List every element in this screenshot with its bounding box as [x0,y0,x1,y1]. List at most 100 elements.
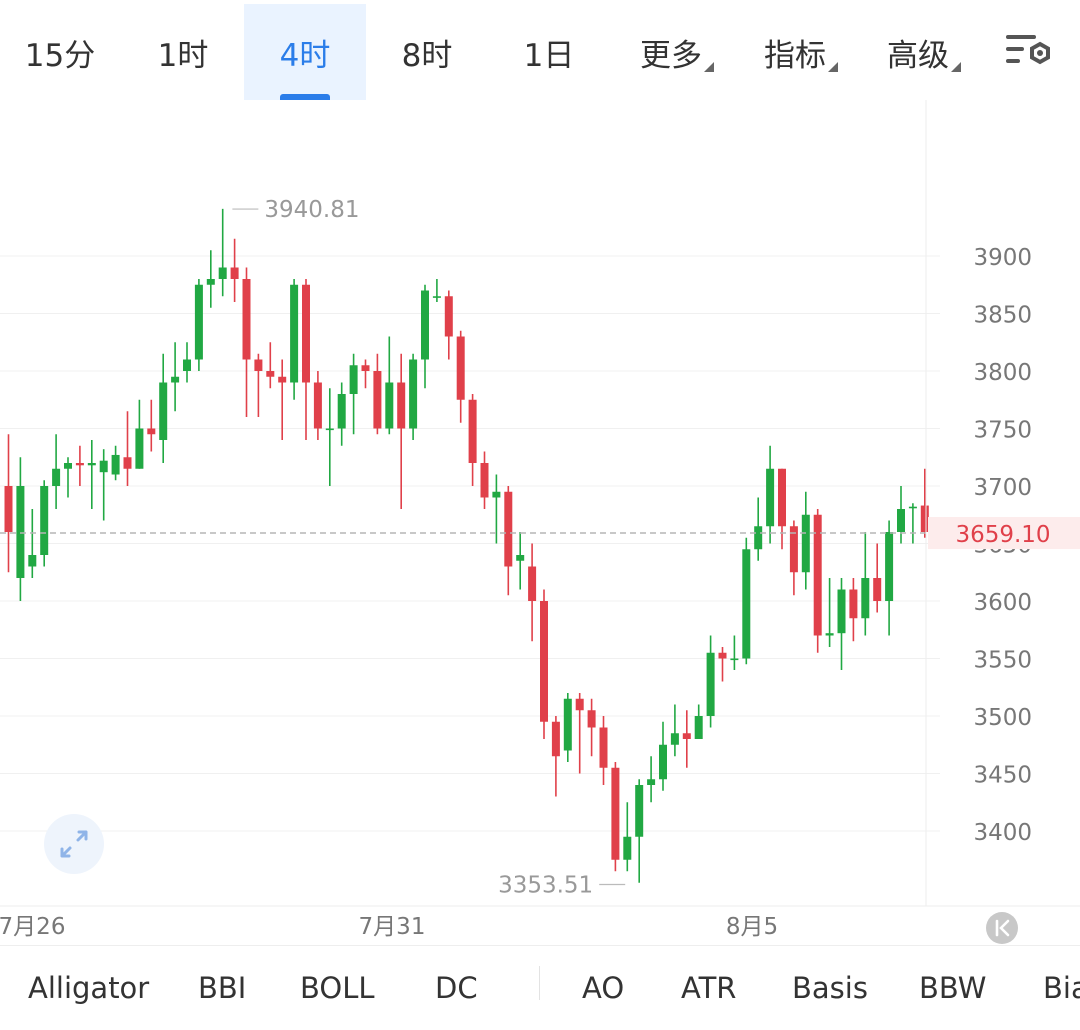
candle-body [861,578,870,619]
dropdown-triangle-icon [828,62,838,72]
scroll-to-latest-icon[interactable] [986,912,1018,944]
candle-body [778,468,786,527]
candlestick-chart[interactable]: 3900385038003750370036503600355035003450… [0,100,1080,945]
candle [563,693,572,762]
current-price-tag [928,517,1080,550]
candle-body [87,463,96,466]
candle [242,267,251,417]
candle-body [373,371,382,429]
candle-body [444,296,453,337]
candle [28,509,37,578]
candle [409,353,418,440]
candle [278,359,287,440]
candle-body [551,721,560,757]
candle [468,394,477,486]
candle-body [302,284,310,383]
candle-body [456,336,465,400]
y-tick-label: 3850 [973,303,1032,329]
candle-body [64,463,72,469]
candle-body [290,284,299,383]
candle-body [421,290,429,360]
candle-body [254,359,263,371]
indicator-label: DC [435,971,478,1005]
candle [16,457,25,601]
candle-body [135,428,144,469]
candle [766,445,775,544]
indicator-label: BBW [919,971,987,1005]
candle-body [278,376,287,383]
candle-body [361,365,370,371]
candle-body [599,727,608,768]
indicator-label: BBI [198,971,247,1005]
candle-body [4,486,13,532]
indicator-label: Bia [1043,971,1080,1005]
tab-label: 1时 [157,37,209,74]
dropdown-triangle-icon [951,62,961,72]
tab-15min[interactable]: 15分 [0,4,120,100]
candle-body [801,514,810,573]
expand-arrows-icon[interactable] [44,814,104,874]
candle-body [849,589,858,619]
indicator-basis[interactable]: Basis [792,946,868,1030]
candle-body [540,601,548,722]
indicator-label: Basis [792,971,868,1005]
candle [873,543,882,613]
y-tick-label: 3750 [973,418,1032,444]
candle [206,250,215,308]
candle [147,399,156,452]
candle-body [694,716,703,739]
candle [361,359,370,389]
tab-8h[interactable]: 8时 [366,4,488,100]
chart-canvas: 3900385038003750370036503600355035003450… [0,100,1080,944]
indicator-bbi[interactable]: BBI [198,946,246,1030]
indicator-ao[interactable]: AO [582,946,624,1030]
indicator-atr[interactable]: ATR [681,946,736,1030]
y-tick-label: 3400 [973,820,1032,846]
candle [230,238,239,302]
chart-settings-icon[interactable] [1002,28,1056,74]
candle [885,520,894,636]
candle-body [480,463,489,498]
candle [825,578,834,647]
candle-body [337,394,346,429]
indicator-label: ATR [681,971,737,1005]
candle [599,716,608,785]
y-tick-label: 3600 [973,590,1032,616]
tab-1h[interactable]: 1时 [122,4,244,100]
indicator-boll[interactable]: BOLL [300,946,375,1030]
advanced-menu[interactable]: 高级 [887,4,961,100]
candle [397,353,406,509]
candle [575,693,584,774]
candle-body [706,652,715,716]
candle [432,279,441,302]
candle [635,779,644,883]
candle [123,411,132,486]
candle-body [563,698,572,751]
candle-body [647,779,656,785]
current-price-label: 3659.10 [955,522,1050,548]
tab-label: 8时 [401,37,453,74]
candle-body [230,267,239,279]
menu-label: 高级 [887,37,949,74]
candle-body [40,486,49,555]
min-price-label: 3353.51 [498,872,593,898]
candle-body [920,505,929,532]
y-tick-label: 3450 [973,763,1032,789]
candle-body [99,460,108,473]
indicator-dc[interactable]: DC [435,946,478,1030]
candle [682,710,691,768]
candle-body [611,767,620,860]
candle [920,468,929,538]
indicator-bias[interactable]: Bia [1043,946,1080,1030]
tab-4h[interactable]: 4时 [244,4,366,100]
tab-1d[interactable]: 1日 [488,4,610,100]
candle-body [52,468,61,486]
indicators-menu[interactable]: 指标 [764,4,838,100]
y-tick-label: 3550 [973,648,1032,674]
candle [587,698,596,757]
indicator-bbw[interactable]: BBW [919,946,986,1030]
indicator-alligator[interactable]: Alligator [28,946,149,1030]
more-menu[interactable]: 更多 [640,4,714,100]
candle-body [885,532,894,601]
candle [659,721,667,791]
